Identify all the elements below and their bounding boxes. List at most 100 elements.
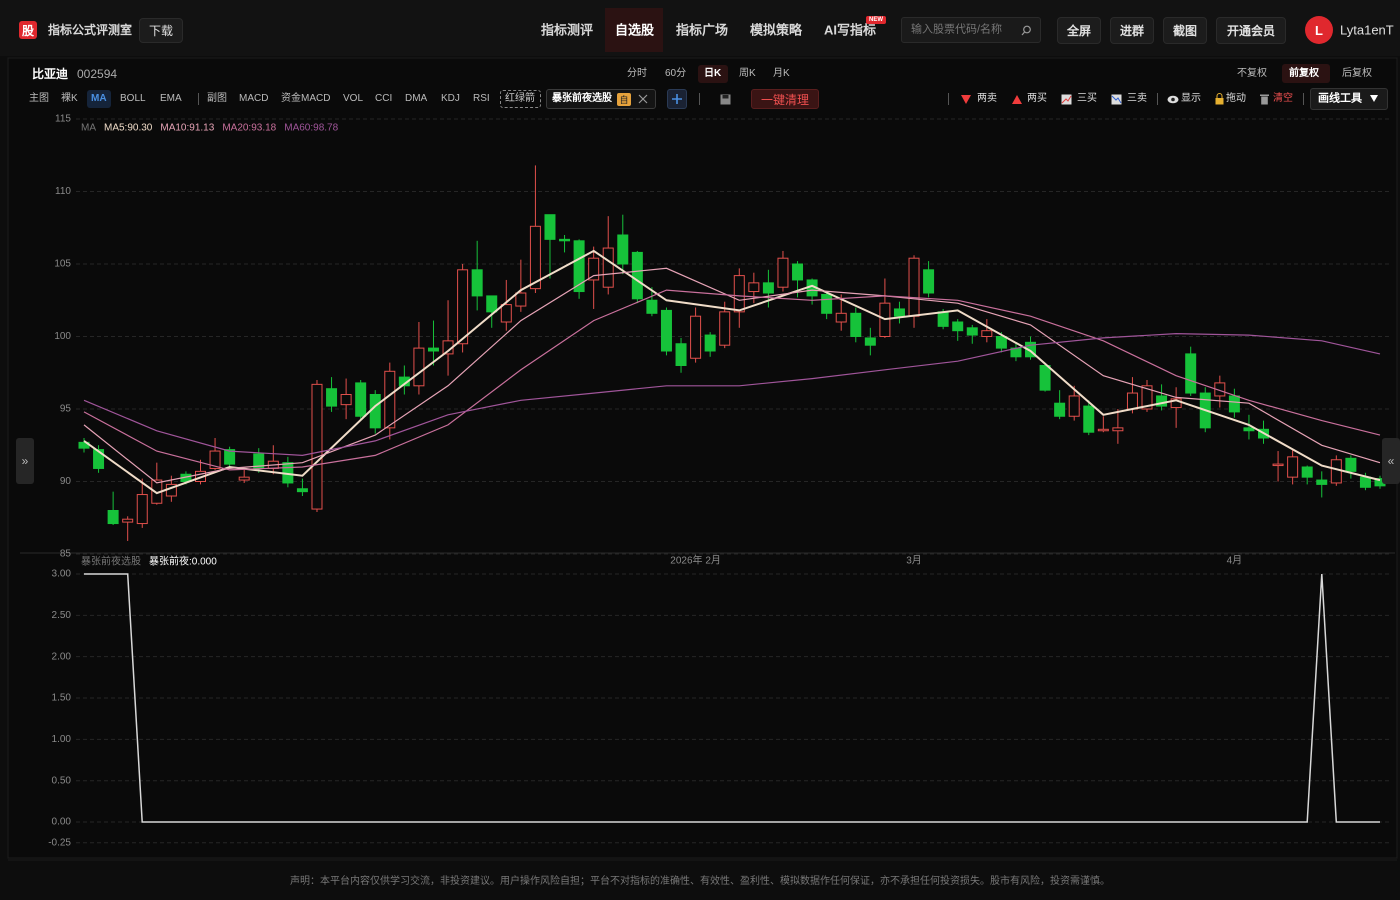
remove-icon[interactable] — [638, 94, 648, 104]
candle-body — [1083, 405, 1095, 433]
disclaimer: 声明：本平台内容仅供学习交流，非投资建议。用户操作风险自担；平台不对指标的准确性… — [290, 876, 1110, 887]
candle-body — [93, 449, 105, 469]
eye-icon — [1167, 95, 1179, 104]
candle-body — [1243, 427, 1255, 432]
draw-tools-button[interactable]: 画线工具 — [1318, 92, 1362, 105]
candle-body — [544, 214, 556, 240]
ma-line — [83, 249, 1381, 495]
sub-indicator[interactable]: CCI — [375, 93, 393, 104]
nav-item[interactable]: 指标广场 — [676, 22, 729, 38]
candle-body — [340, 394, 352, 406]
site-title[interactable]: 指标公式评测室 — [48, 23, 133, 37]
drag-toggle[interactable]: 拖动 — [1226, 93, 1246, 104]
legend-title: MA — [81, 123, 96, 134]
period-tab[interactable]: 周K — [739, 68, 756, 79]
candle-body — [675, 343, 687, 366]
candle-body — [733, 275, 745, 313]
candle-body — [355, 382, 367, 417]
nav-item[interactable]: 指标测评 — [541, 22, 594, 38]
arrow-tag[interactable]: 红绿箭 — [505, 93, 535, 104]
candle-body — [413, 347, 425, 387]
signal-toggle[interactable]: 两买 — [1027, 93, 1047, 104]
right-panel-toggle[interactable]: « — [1382, 438, 1400, 484]
ma-line — [83, 267, 1381, 484]
left-panel-toggle[interactable]: » — [16, 438, 34, 484]
candle-body — [1214, 382, 1226, 397]
nav-active-bg — [605, 8, 663, 52]
vip-button[interactable]: 开通会员 — [1216, 17, 1286, 44]
sub-indicator[interactable]: DMA — [405, 93, 428, 104]
sub-indicator[interactable]: 资金MACD — [281, 93, 331, 104]
main-indicator[interactable]: 裸K — [61, 93, 78, 104]
nav-item[interactable]: AI写指标 — [824, 22, 877, 38]
candle-body — [1272, 463, 1284, 467]
download-button[interactable]: 下载 — [139, 18, 183, 43]
period-tab[interactable]: 分时 — [627, 68, 647, 79]
candle-body — [690, 315, 702, 359]
candle-body — [1185, 353, 1197, 394]
signal-toggle[interactable]: 三卖 — [1127, 93, 1147, 104]
candle-body — [427, 347, 439, 352]
search-box[interactable] — [901, 17, 1041, 43]
y-tick-label: 85 — [60, 549, 72, 560]
search-placeholder[interactable]: 输入股票代码/名称 — [911, 23, 1003, 36]
user-name[interactable]: Lyta1enT — [1340, 22, 1394, 38]
candle-body — [762, 282, 774, 294]
candle-body — [1126, 392, 1138, 410]
candle-body — [864, 337, 876, 346]
main-indicator[interactable]: BOLL — [120, 93, 146, 104]
y-tick-label: 0.00 — [52, 817, 72, 828]
adjust-tab[interactable]: 不复权 — [1237, 68, 1267, 79]
signal-toggle[interactable]: 三买 — [1077, 93, 1097, 104]
nav-item-active[interactable]: 自选股 — [615, 22, 655, 38]
save-icon[interactable] — [720, 94, 731, 105]
adjust-tab-active[interactable]: 前复权 — [1289, 68, 1319, 79]
candle-body — [631, 251, 643, 300]
y-tick-label: -0.25 — [48, 837, 71, 848]
logo[interactable]: 股 — [19, 21, 37, 39]
candle-body — [1301, 466, 1313, 478]
main-indicator-active[interactable]: MA — [91, 93, 107, 104]
sub-indicator[interactable]: VOL — [343, 93, 364, 104]
candle-body — [995, 336, 1007, 349]
period-tab[interactable]: 60分 — [665, 68, 687, 79]
fullscreen-button[interactable]: 全屏 — [1057, 17, 1101, 44]
clear-button[interactable]: 清空 — [1273, 93, 1293, 104]
trash-icon — [1260, 94, 1269, 105]
group-button[interactable]: 进群 — [1110, 17, 1154, 44]
separator — [699, 93, 700, 105]
y-tick-label: 105 — [54, 259, 71, 270]
adjust-tab[interactable]: 后复权 — [1342, 68, 1372, 79]
add-icon — [672, 94, 682, 104]
nav-item[interactable]: 模拟策略 — [750, 22, 803, 38]
y-tick-label: 2.00 — [52, 651, 72, 662]
candle-body — [1170, 398, 1182, 409]
sub-indicator[interactable]: KDJ — [441, 93, 460, 104]
screenshot-button[interactable]: 截图 — [1163, 17, 1207, 44]
ma-active-bg — [87, 90, 111, 108]
sub-indicator[interactable]: MACD — [239, 93, 269, 104]
sub-indicator[interactable]: RSI — [473, 93, 490, 104]
avatar[interactable]: L — [1305, 16, 1333, 44]
main-label: 主图 — [29, 93, 49, 104]
candle-body — [966, 327, 978, 336]
show-toggle[interactable]: 显示 — [1181, 93, 1201, 104]
arrow-tag-box — [500, 90, 541, 108]
clear-all-button[interactable]: 一键清理 — [761, 93, 810, 107]
main-indicator[interactable]: EMA — [160, 93, 182, 104]
period-tab-active[interactable]: 日K — [704, 68, 722, 79]
candle-body — [719, 311, 731, 346]
candle-body — [573, 240, 585, 293]
signal-toggle[interactable]: 两卖 — [977, 93, 997, 104]
sub-label: 副图 — [207, 93, 227, 104]
legend-title: 暴张前夜选股 — [81, 555, 141, 568]
separator — [1303, 93, 1304, 105]
y-tick-label: 110 — [55, 186, 71, 197]
search-icon[interactable] — [1021, 25, 1032, 36]
clear-all-box — [751, 89, 819, 109]
custom-indicator[interactable]: 暴张前夜选股 — [552, 93, 612, 104]
candle-body — [850, 312, 862, 337]
candle-body — [1025, 341, 1037, 358]
period-tab[interactable]: 月K — [773, 68, 790, 79]
